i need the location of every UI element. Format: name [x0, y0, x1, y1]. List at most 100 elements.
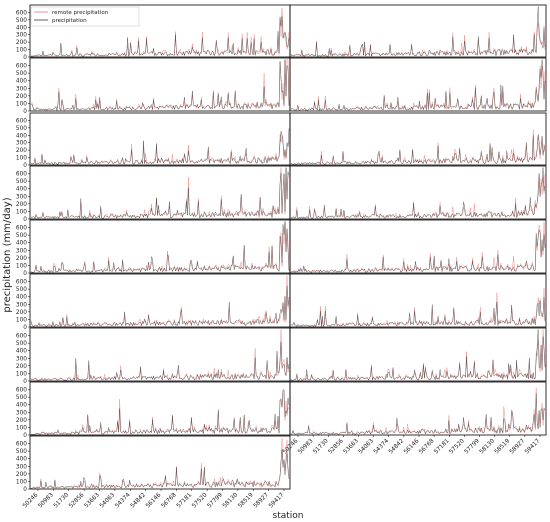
x-tick-label: 57181 — [176, 492, 194, 510]
y-tick-label: 400 — [16, 25, 27, 31]
panel-frame — [289, 219, 547, 274]
series-precipitation-line — [290, 393, 546, 435]
y-tick-label: 400 — [16, 79, 27, 85]
series-remote-line — [30, 221, 290, 274]
legend-label-precipitation: precipitation — [52, 18, 87, 24]
x-tick-label: 52856 — [327, 438, 345, 456]
series-remote-line — [30, 392, 290, 436]
series-precipitation-line — [290, 229, 546, 273]
x-tick-label: 50983 — [297, 438, 315, 456]
y-tick-label: 600 — [16, 118, 27, 124]
series-precipitation-line — [30, 15, 290, 57]
y-tick-label: 400 — [16, 133, 27, 139]
y-tick-label: 400 — [16, 457, 27, 463]
y-tick-label: 400 — [16, 241, 27, 247]
x-tick-label: 58519 — [237, 492, 255, 510]
y-tick-label: 200 — [16, 148, 27, 154]
x-tick-label: 57799 — [207, 492, 225, 510]
x-tick-label: 52856 — [68, 492, 86, 510]
x-tick-label: 50983 — [37, 492, 55, 510]
legend: remote precipitation precipitation — [30, 6, 140, 27]
panel-frame — [289, 165, 547, 220]
series-precipitation-line — [290, 167, 546, 219]
y-tick-label: 500 — [16, 287, 27, 293]
x-tick-label: 57520 — [191, 492, 209, 510]
series-precipitation-line — [290, 329, 546, 381]
y-tick-label: 300 — [16, 141, 27, 147]
x-tick-label: 54842 — [388, 438, 406, 456]
y-tick-label: 200 — [16, 202, 27, 208]
y-tick-label: 100 — [16, 371, 27, 377]
series-precipitation-line — [290, 59, 546, 112]
series-precipitation-line — [30, 389, 290, 435]
y-tick-label: 500 — [16, 71, 27, 77]
series-remote-line — [290, 22, 546, 58]
panel-frame — [289, 381, 547, 436]
panel-frame — [29, 219, 291, 274]
y-tick-label: 0 — [23, 163, 27, 169]
x-tick-label: 57520 — [448, 438, 466, 456]
x-tick-label: 54842 — [130, 492, 148, 510]
y-tick-label: 200 — [16, 40, 27, 46]
y-tick-label: 100 — [16, 479, 27, 485]
y-tick-label: 100 — [16, 48, 27, 54]
panel-frame — [29, 273, 291, 328]
panel-frame — [29, 165, 291, 220]
series-remote-line — [30, 329, 290, 381]
x-tick-label: 56768 — [418, 438, 436, 456]
panel-frame — [29, 57, 291, 112]
series-remote-line — [30, 275, 290, 328]
y-tick-label: 400 — [16, 295, 27, 301]
y-tick-label: 500 — [16, 126, 27, 132]
y-tick-label: 200 — [16, 472, 27, 478]
panel-frame — [289, 273, 547, 328]
y-tick-label: 600 — [16, 226, 27, 232]
y-tick-label: 600 — [16, 172, 27, 178]
panel-frame — [29, 435, 291, 490]
series-remote-line — [290, 221, 546, 273]
y-tick-label: 0 — [23, 433, 27, 439]
panel-6 — [289, 112, 547, 166]
x-tick-label: 57799 — [464, 438, 482, 456]
y-tick-label: 100 — [16, 425, 27, 431]
y-tick-label: 300 — [16, 194, 27, 200]
y-tick-label: 0 — [23, 217, 27, 223]
x-tick-label: 56146 — [145, 492, 163, 510]
panel-10 — [289, 219, 547, 274]
series-remote-line — [290, 129, 546, 166]
panel-frame — [29, 112, 291, 166]
x-tick-label: 54063 — [358, 438, 376, 456]
x-tick-label: 51730 — [53, 492, 71, 510]
panel-frame — [29, 381, 291, 436]
y-tick-label: 300 — [16, 86, 27, 92]
x-tick-label: 59417 — [524, 438, 542, 456]
chart-panels: 0100200300400500600010020030040050060001… — [16, 4, 547, 510]
series-precipitation-line — [30, 341, 290, 381]
y-tick-label: 600 — [16, 388, 27, 394]
x-tick-label: 54374 — [114, 492, 132, 510]
y-tick-label: 600 — [16, 442, 27, 448]
y-tick-label: 600 — [16, 334, 27, 340]
series-remote-line — [290, 387, 546, 435]
series-precipitation-line — [30, 221, 290, 273]
legend-label-remote: remote precipitation — [52, 10, 109, 16]
panel-4 — [289, 57, 547, 112]
y-tick-label: 500 — [16, 18, 27, 24]
x-tick-label: 58130 — [479, 438, 497, 456]
x-tick-label: 56768 — [160, 492, 178, 510]
panel-frame — [289, 112, 547, 166]
y-tick-label: 300 — [16, 410, 27, 416]
x-tick-label: 51730 — [312, 438, 330, 456]
y-tick-label: 300 — [16, 33, 27, 39]
y-axis-label: precipitation (mm/day) — [2, 197, 13, 312]
panel-frame — [289, 4, 547, 58]
series-precipitation-line — [290, 297, 546, 328]
series-precipitation-line — [30, 167, 290, 219]
series-remote-line — [290, 173, 546, 219]
x-axis-label: station — [273, 511, 304, 521]
y-tick-label: 100 — [16, 317, 27, 323]
y-tick-label: 400 — [16, 349, 27, 355]
